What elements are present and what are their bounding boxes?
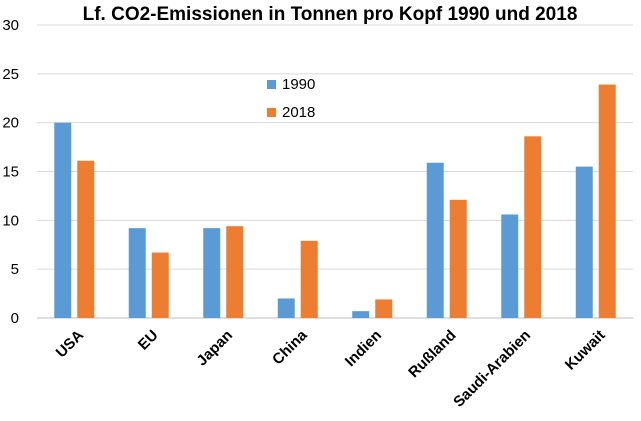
y-axis-ticks: 0 5 10 15 20 25 30 (2, 17, 19, 327)
bar-1990-China (277, 298, 295, 318)
y-tick-label: 25 (2, 66, 19, 83)
bars (54, 84, 616, 319)
bar-1990-Indien (352, 311, 370, 318)
legend-label: 2018 (282, 104, 315, 121)
y-tick-label: 15 (2, 164, 19, 181)
x-tick-label: Kuwait (562, 327, 609, 374)
bar-1990-Saudi-Arabien (501, 214, 519, 318)
x-tick-label: Rußland (405, 327, 459, 381)
y-tick-label: 10 (2, 212, 19, 229)
gridlines (37, 24, 633, 319)
x-tick-label: China (269, 326, 311, 368)
bar-1990-Rußland (426, 162, 444, 318)
chart-title: Lf. CO2-Emissionen in Tonnen pro Kopf 19… (83, 4, 578, 25)
bar-1990-Kuwait (575, 166, 593, 318)
y-tick-label: 30 (2, 17, 19, 34)
bar-2018-EU (151, 252, 169, 318)
y-tick-label: 5 (11, 261, 19, 278)
legend-swatch-2018 (267, 108, 276, 117)
bar-2018-Rußland (449, 199, 467, 318)
bar-2018-China (300, 240, 318, 318)
bar-1990-USA (54, 122, 72, 319)
bar-2018-Japan (226, 226, 244, 318)
x-tick-label: USA (53, 327, 88, 362)
bar-2018-Kuwait (598, 84, 616, 319)
y-tick-label: 20 (2, 115, 19, 132)
legend-swatch-1990 (267, 80, 276, 89)
bar-1990-EU (128, 228, 146, 318)
x-axis-ticks: USA EU Japan China Indien RußlandSaudi-Arabie… (53, 326, 609, 410)
x-tick-label: Saudi-Arabien (450, 327, 534, 411)
legend: 1990 2018 (267, 76, 315, 121)
x-tick-label: EU (135, 327, 162, 354)
bar-2018-USA (77, 160, 95, 318)
bar-1990-Japan (203, 228, 221, 318)
x-tick-label: Indien (342, 327, 385, 370)
legend-label: 1990 (282, 76, 315, 93)
bar-2018-Saudi-Arabien (524, 136, 542, 318)
bar-2018-Indien (375, 299, 393, 318)
x-tick-label: Japan (193, 327, 236, 370)
y-tick-label: 0 (11, 310, 19, 327)
